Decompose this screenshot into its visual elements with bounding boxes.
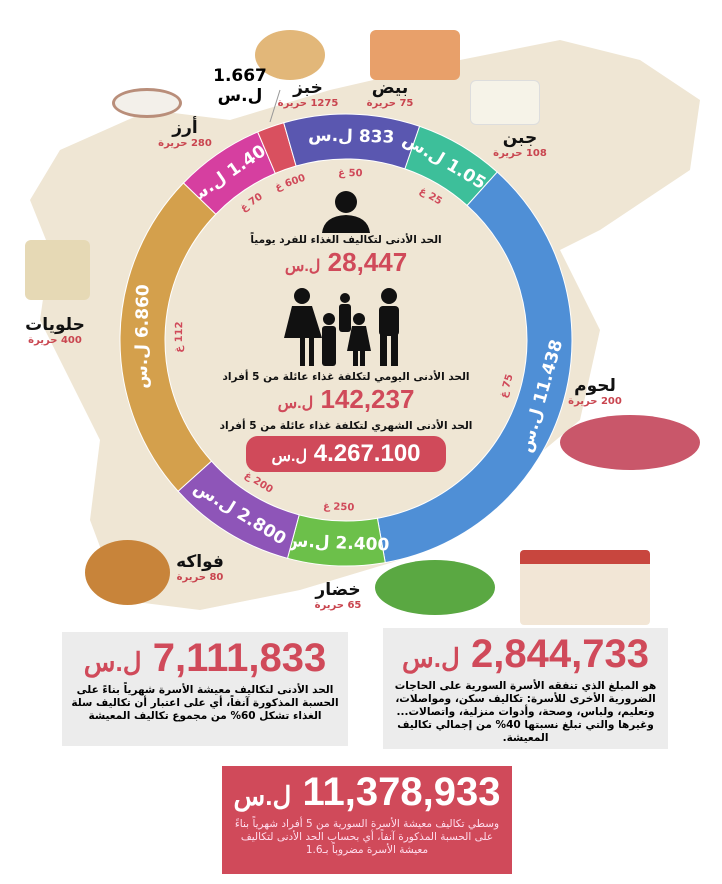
avg-living-text: وسطي تكاليف معيشة الأسرة السورية من 5 أف… bbox=[234, 818, 500, 856]
avg-living-value: 11,378,933 bbox=[302, 770, 501, 814]
label-rice: أرز 280 حريرة bbox=[158, 118, 212, 149]
family-daily-value: 142,237 bbox=[320, 384, 415, 414]
fruit-image bbox=[85, 540, 170, 605]
item-name: خضار bbox=[315, 580, 361, 600]
bread-image bbox=[255, 30, 325, 80]
avg-living-box: 11,378,933 ل.س وسطي تكاليف معيشة الأسرة … bbox=[222, 766, 512, 874]
label-vegetables: خضار 65 حريرة bbox=[315, 580, 362, 611]
label-bread: خبز 1275 حريرة bbox=[278, 78, 339, 109]
rice-image bbox=[112, 88, 182, 118]
family-monthly-cost: 4.267.100 ل.س bbox=[246, 436, 446, 472]
house-image bbox=[520, 550, 650, 625]
item-name: خبز bbox=[293, 78, 323, 98]
item-name: حلويات bbox=[25, 315, 85, 335]
item-calories: 200 حريرة bbox=[568, 396, 622, 407]
item-name: فواكه bbox=[176, 552, 224, 572]
item-calories: 108 حريرة bbox=[493, 148, 547, 159]
person-icon bbox=[322, 191, 370, 233]
eggs-image bbox=[370, 30, 460, 80]
currency: ل.س bbox=[277, 395, 314, 412]
sweets-image bbox=[25, 240, 90, 300]
other-needs-text: هو المبلغ الذي تنفقه الأسرة السورية على … bbox=[394, 680, 657, 744]
min-living-box: 7,111,833 ل.س الحد الأدنى لتكاليف معيشة … bbox=[62, 632, 348, 746]
family-icon bbox=[283, 288, 399, 366]
ring-segment-sweets bbox=[119, 182, 217, 492]
min-living-text: الحد الأدنى لتكاليف معيشة الأسرة شهرياً … bbox=[71, 684, 339, 722]
ring-grams-eggs: 50 غ bbox=[338, 168, 363, 180]
vegetables-image bbox=[375, 560, 495, 615]
label-meat: لحوم 200 حريرة bbox=[568, 376, 622, 407]
family-daily-cost: 142,237 ل.س bbox=[278, 384, 415, 419]
item-name: أرز bbox=[172, 118, 198, 138]
item-name: بيض bbox=[371, 78, 409, 98]
ring-price-sweets: 6.860 ل.س bbox=[132, 284, 154, 389]
family-monthly-value: 4.267.100 bbox=[313, 440, 421, 467]
other-needs-value: 2,844,733 bbox=[471, 632, 650, 676]
bread-price-callout: 1.667 ل.س bbox=[213, 66, 267, 106]
ring-price-vegetables: 2.400 ل.س bbox=[285, 531, 390, 556]
currency: ل.س bbox=[402, 643, 461, 673]
family-daily-label: الحد الأدنى اليومي لتكلفة غذاء عائلة من … bbox=[222, 371, 470, 383]
center-summary: الحد الأدنى لتكاليف الغذاء للفرد يومياً … bbox=[166, 188, 526, 472]
person-cost-label: الحد الأدنى لتكاليف الغذاء للفرد يومياً bbox=[250, 234, 442, 246]
label-fruit: فواكه 80 حريرة bbox=[176, 552, 224, 583]
person-cost: 28,447 ل.س bbox=[285, 247, 407, 282]
meat-image bbox=[560, 415, 700, 470]
item-calories: 80 حريرة bbox=[176, 572, 224, 583]
ring-price-eggs: 833 ل.س bbox=[308, 125, 395, 147]
label-cheese: جبن 108 حريرة bbox=[493, 128, 547, 159]
item-name: لحوم bbox=[574, 376, 616, 396]
item-calories: 400 حريرة bbox=[28, 335, 82, 346]
person-cost-value: 28,447 bbox=[327, 247, 408, 277]
ring-grams-vegetables: 250 غ bbox=[323, 501, 355, 513]
item-calories: 1275 حريرة bbox=[277, 98, 339, 109]
currency: ل.س bbox=[271, 448, 308, 465]
bread-callout-line bbox=[269, 89, 281, 123]
item-name: جبن bbox=[502, 128, 538, 148]
currency: ل.س bbox=[233, 781, 293, 811]
item-calories: 65 حريرة bbox=[314, 600, 362, 611]
ring-grams-sweets: 112 غ bbox=[174, 321, 186, 352]
family-monthly-label: الحد الأدنى الشهري لتكلفة غذاء عائلة من … bbox=[219, 420, 473, 432]
item-calories: 280 حريرة bbox=[158, 138, 212, 149]
min-living-value: 7,111,833 bbox=[152, 636, 328, 680]
cheese-image bbox=[470, 80, 540, 125]
item-calories: 75 حريرة bbox=[366, 98, 414, 109]
currency: ل.س bbox=[284, 258, 321, 275]
ring-segment-meat bbox=[376, 171, 573, 564]
label-sweets: حلويات 400 حريرة bbox=[25, 315, 85, 346]
other-needs-box: 2,844,733 ل.س هو المبلغ الذي تنفقه الأسر… bbox=[383, 628, 668, 749]
label-eggs: بيض 75 حريرة bbox=[367, 78, 414, 109]
currency: ل.س bbox=[83, 647, 143, 677]
